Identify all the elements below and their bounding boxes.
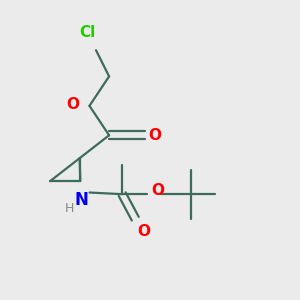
Text: O: O [148,128,161,143]
Text: N: N [74,191,88,209]
Text: O: O [67,97,80,112]
Text: Cl: Cl [80,26,96,40]
Text: H: H [65,202,74,215]
Text: O: O [152,183,165,198]
Text: O: O [137,224,150,238]
